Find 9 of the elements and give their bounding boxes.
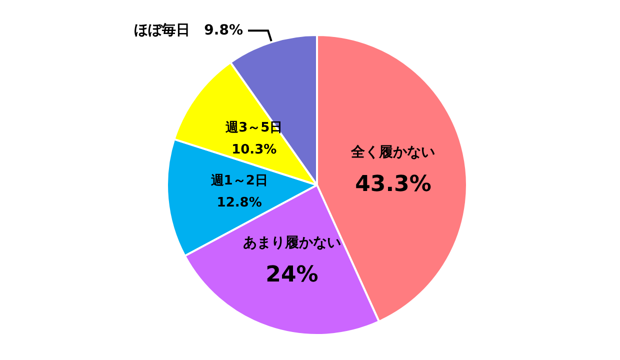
data-label: 24%	[266, 262, 318, 288]
data-label: 12.8%	[216, 196, 262, 211]
slice-label: 全く履かない	[350, 144, 436, 160]
slice-label: ほぼ毎日 9.8%	[134, 22, 244, 39]
data-label: 10.3%	[232, 142, 277, 158]
data-label: 43.3%	[355, 172, 432, 197]
slice-label: あまり履かない	[243, 234, 342, 251]
slice-label: 週3～5日	[224, 120, 283, 136]
slice-label: 週1～2日	[210, 174, 268, 189]
